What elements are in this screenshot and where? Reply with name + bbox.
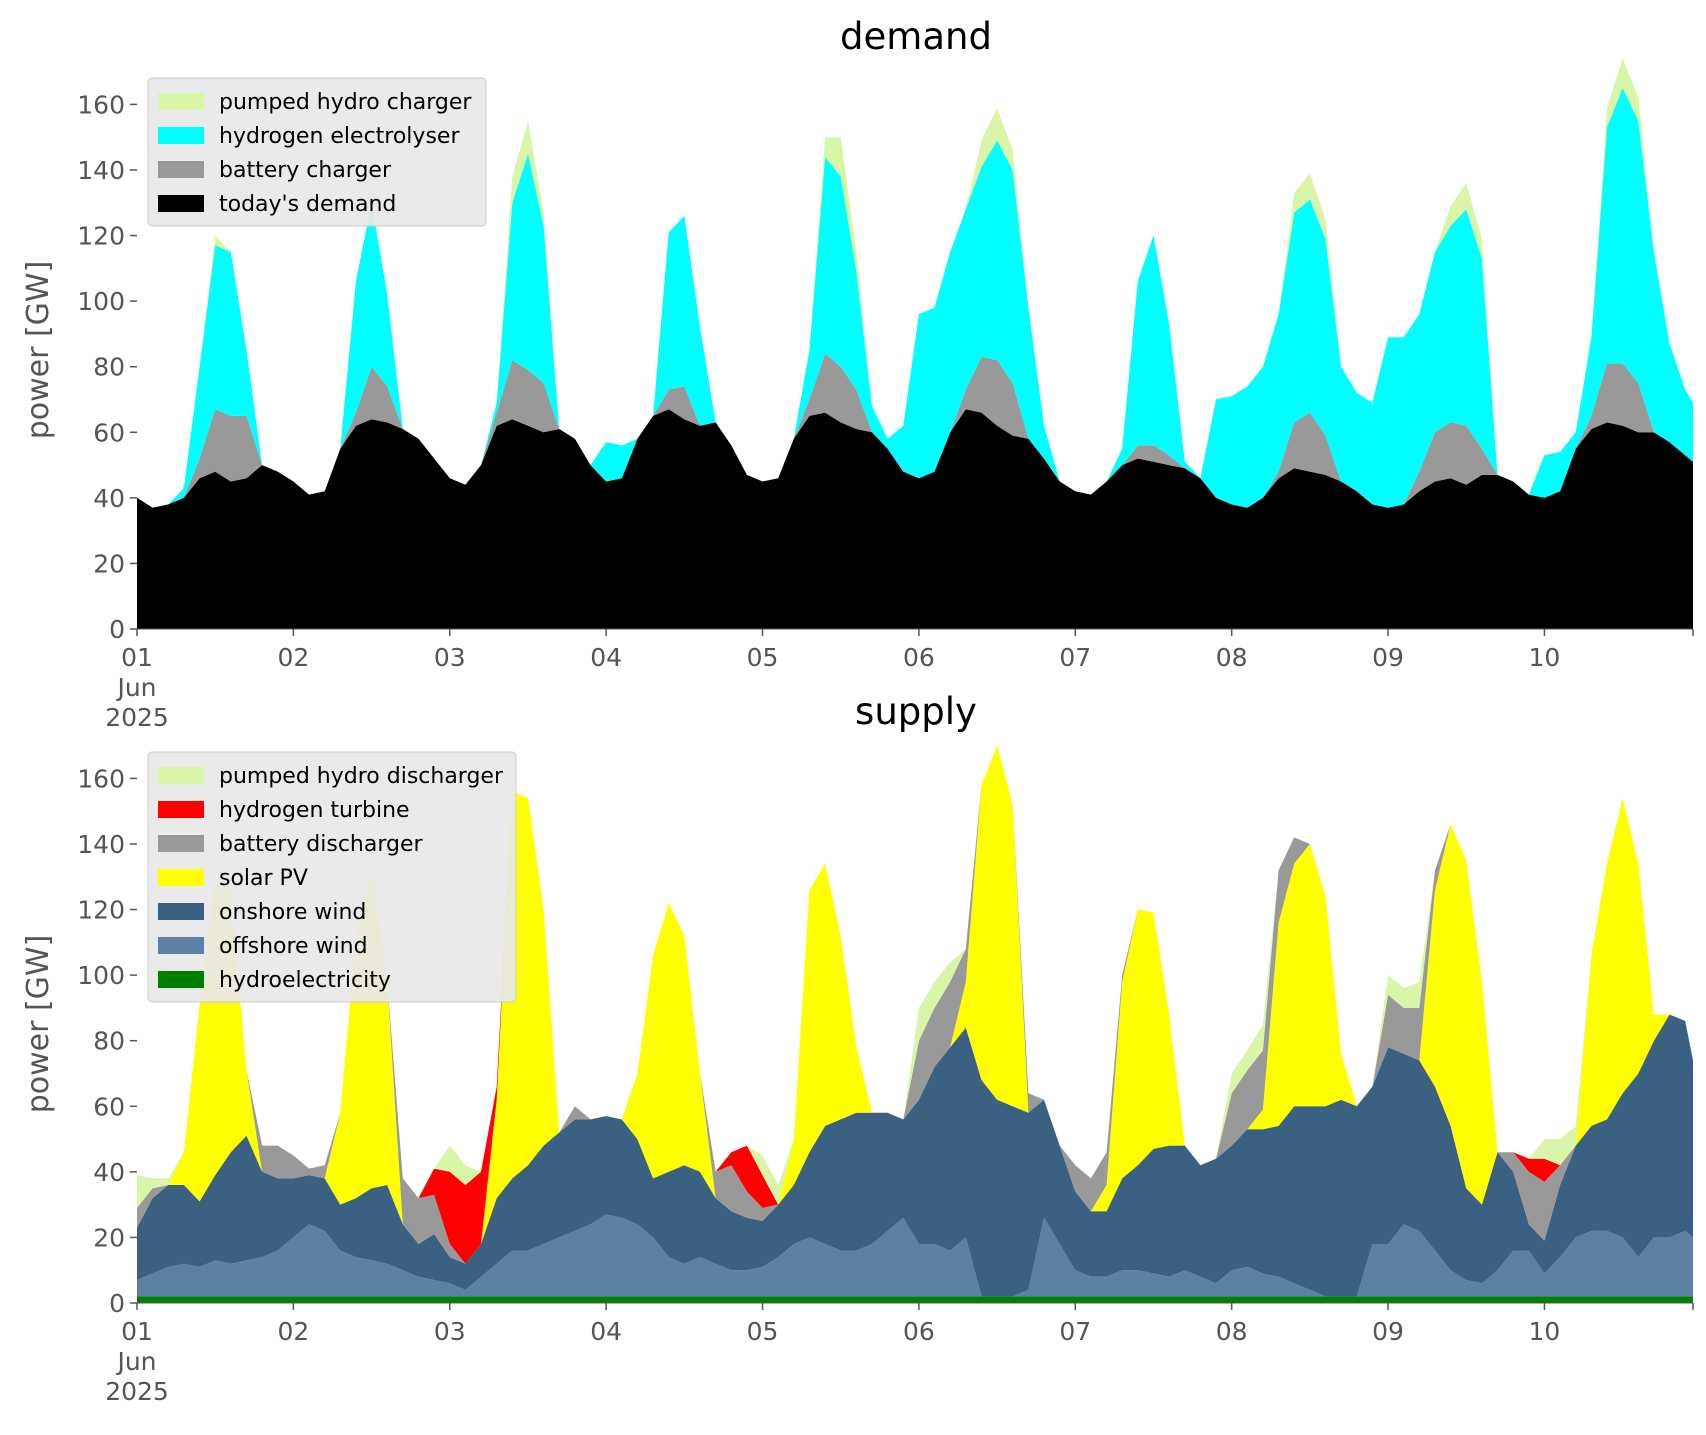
y-tick-label: 80 (93, 353, 125, 382)
y-tick-label: 160 (77, 764, 125, 793)
y-tick-label: 20 (93, 549, 125, 578)
y-tick-label: 140 (77, 830, 125, 859)
area-offshore-wind (137, 1214, 1693, 1297)
x-tick-label: 08 (1216, 1317, 1248, 1346)
legend-box (147, 751, 517, 1003)
y-tick-label: 160 (77, 90, 125, 119)
legend-label: today's demand (219, 192, 396, 217)
legend: pumped hydro charger hydrogen electrolyse… (147, 77, 487, 227)
area-hydroelectricity (137, 1296, 1693, 1303)
legend-swatch (158, 801, 204, 818)
y-tick-label: 0 (109, 615, 125, 644)
y-axis-label: power [GW] (21, 261, 56, 440)
y-tick-label: 120 (77, 896, 125, 925)
chart-title: supply (855, 690, 977, 733)
x-tick-label: 10 (1529, 1317, 1561, 1346)
legend-label: pumped hydro charger (219, 90, 472, 115)
y-axis-label: power [GW] (21, 935, 56, 1114)
legend-swatch (158, 903, 204, 920)
legend-label: battery discharger (219, 832, 424, 857)
legend-swatch (158, 835, 204, 852)
y-tick-label: 120 (77, 222, 125, 251)
y-tick-label: 0 (109, 1289, 125, 1318)
legend-label: hydrogen turbine (219, 798, 410, 823)
x-axis-ticks: 01 Jun 2025 02 03 04 05 06 07 08 09 10 (105, 629, 1694, 732)
y-tick-label: 40 (93, 1158, 125, 1187)
y-tick-label: 100 (77, 961, 125, 990)
legend-swatch (158, 869, 204, 886)
x-axis-ticks: 01 Jun 2025 02 03 04 05 06 07 08 09 10 (105, 1303, 1694, 1406)
legend-label: pumped hydro discharger (219, 764, 504, 789)
x-tick-label: 06 (903, 643, 935, 672)
y-tick-label: 100 (77, 287, 125, 316)
y-tick-label: 40 (93, 484, 125, 513)
area-hydrogen-electrolyser (137, 88, 1693, 508)
legend-box (147, 77, 487, 227)
x-tick-label: 01 Jun 2025 (105, 643, 169, 732)
x-tick-label: 07 (1059, 1317, 1091, 1346)
chart-title: demand (840, 15, 992, 58)
legend-swatch (158, 195, 204, 212)
x-tick-label: 06 (903, 1317, 935, 1346)
legend-label: hydrogen electrolyser (219, 124, 460, 149)
x-tick-label: 04 (590, 643, 622, 672)
x-tick-label: 02 (277, 1317, 309, 1346)
area-battery-discharger (137, 745, 1693, 1264)
y-tick-label: 80 (93, 1027, 125, 1056)
stacked-areas (137, 58, 1693, 629)
legend-swatch (158, 937, 204, 954)
legend-label: onshore wind (219, 900, 366, 925)
x-tick-label: 03 (434, 1317, 466, 1346)
legend-swatch (158, 127, 204, 144)
supply-panel: supply power [GW] 020406080100120140160 … (21, 690, 1694, 1406)
area-onshore-wind (137, 1014, 1693, 1297)
legend-label: solar PV (219, 866, 308, 891)
y-axis-ticks: 0 20 40 60 80 100 120 140 160 (77, 90, 137, 644)
legend-label: battery charger (219, 158, 392, 183)
legend-label: offshore wind (219, 934, 368, 959)
x-tick-label: 04 (590, 1317, 622, 1346)
legend-label: hydroelectricity (219, 968, 391, 993)
demand-panel: demand power [GW] 020406080100120140160 … (21, 15, 1694, 732)
x-tick-label: 08 (1216, 643, 1248, 672)
y-tick-label: 60 (93, 418, 125, 447)
legend-swatch (158, 161, 204, 178)
y-tick-label: 20 (93, 1223, 125, 1252)
area-today-s-demand (137, 409, 1693, 629)
legend-swatch (158, 971, 204, 988)
y-axis-ticks: 0 20 40 60 80 100 120 140 160 (77, 764, 137, 1318)
x-tick-label: 05 (747, 643, 779, 672)
x-tick-label: 07 (1059, 643, 1091, 672)
area-battery-charger (137, 353, 1693, 508)
x-tick-label: 02 (277, 643, 309, 672)
y-tick-label: 140 (77, 156, 125, 185)
area-solar-pv (137, 745, 1693, 1264)
x-tick-label: 01 Jun 2025 (105, 1317, 169, 1406)
x-tick-label: 09 (1372, 1317, 1404, 1346)
x-tick-label: 05 (747, 1317, 779, 1346)
legend-swatch (158, 767, 204, 784)
y-tick-label: 60 (93, 1092, 125, 1121)
x-tick-label: 09 (1372, 643, 1404, 672)
legend-swatch (158, 93, 204, 110)
x-tick-label: 03 (434, 643, 466, 672)
stacked-areas (137, 745, 1693, 1303)
x-tick-label: 10 (1529, 643, 1561, 672)
legend: pumped hydro discharger hydrogen turbine b… (147, 751, 517, 1003)
